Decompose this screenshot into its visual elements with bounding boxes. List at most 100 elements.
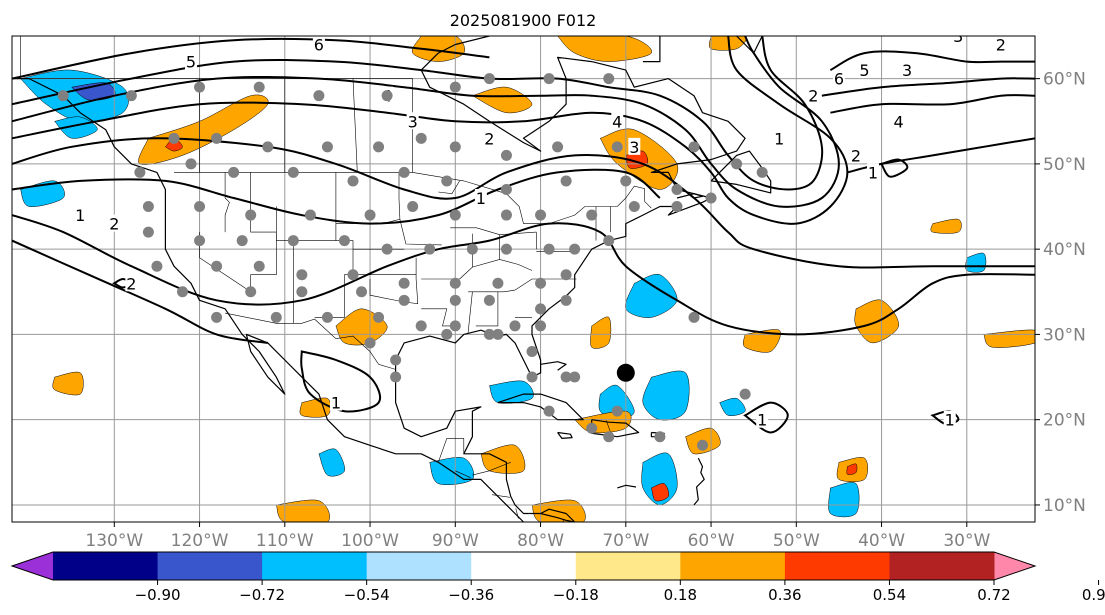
station-dot (543, 73, 555, 85)
colorbar-segment (889, 552, 995, 580)
station-dot (321, 141, 333, 153)
station-dot (483, 73, 495, 85)
station-dot (543, 405, 555, 417)
border-line (468, 278, 577, 293)
border-line (455, 470, 471, 478)
contour-label-background (756, 410, 769, 428)
station-dot (500, 209, 512, 221)
border-line (450, 227, 537, 236)
station-dot (194, 81, 206, 93)
shaded-region (480, 444, 526, 474)
station-dot (211, 260, 223, 272)
station-dot (688, 141, 700, 153)
station-dot (449, 81, 461, 93)
contour-lines (12, 36, 1035, 434)
station-dot (287, 235, 299, 247)
colorbar-segment (366, 552, 472, 580)
colorbar-segment (784, 552, 890, 580)
shaded-region (557, 36, 652, 62)
station-dot (57, 90, 69, 102)
station-dot (142, 201, 154, 213)
station-dot (398, 166, 410, 178)
contour-label: 3 (953, 27, 963, 46)
station-dot (142, 226, 154, 238)
contour-label: 1 (476, 189, 486, 208)
shaded-region (930, 218, 962, 234)
station-dot (373, 311, 385, 323)
colorbar-segment (157, 552, 263, 580)
contour-label: 3 (902, 61, 912, 80)
contour-label-background (406, 112, 419, 130)
border-line (467, 291, 473, 333)
contour-label: 2 (808, 87, 818, 106)
colorbar-tick-label: 0.18 (664, 586, 697, 604)
station-dot (381, 90, 393, 102)
lon-tick-label: 130°W (85, 531, 143, 551)
lon-tick-label: 70°W (602, 531, 649, 551)
station-dot (500, 183, 512, 195)
coastline (642, 36, 661, 63)
contour-label: 2 (126, 274, 136, 293)
station-dot (296, 286, 308, 298)
station-dot (731, 158, 743, 170)
station-dot (603, 431, 615, 443)
contour-label: 3 (629, 138, 639, 157)
colorbar-extend-high (994, 552, 1035, 580)
contour-label: 1 (75, 206, 85, 225)
shaded-region (54, 116, 98, 139)
contour-label-background (185, 52, 198, 70)
station-dot (168, 132, 180, 144)
shaded-region (411, 36, 465, 62)
contour-label-background (892, 112, 905, 130)
station-dot (483, 328, 495, 340)
station-dot (424, 243, 436, 255)
contour-label-background (108, 214, 121, 232)
border-line (276, 206, 336, 241)
station-dot (338, 235, 350, 247)
station-dot (253, 260, 265, 272)
station-dot (535, 209, 547, 221)
shaded-region (52, 371, 84, 396)
shaded-region (846, 463, 858, 475)
station-dot (671, 201, 683, 213)
contour-line (300, 350, 382, 413)
contour-label: 1 (945, 411, 955, 430)
contour-label: 1 (774, 129, 784, 148)
station-dot (211, 132, 223, 144)
coastline (540, 512, 575, 522)
contour-line (879, 158, 909, 178)
shaded-region (489, 380, 534, 404)
lon-tick-label: 80°W (517, 531, 564, 551)
station-dot (296, 269, 308, 281)
contour-label-background (773, 129, 786, 147)
station-dot (245, 286, 257, 298)
station-markers (57, 73, 768, 451)
coastline (693, 457, 705, 506)
station-dot (586, 209, 598, 221)
contour-label-background (849, 146, 862, 164)
station-dot (134, 166, 146, 178)
contour-line (12, 137, 1035, 269)
lon-tick-label: 100°W (341, 531, 399, 551)
station-dot (441, 328, 453, 340)
contour-line (12, 214, 1035, 336)
lat-tick-label: 60°N (1043, 70, 1086, 90)
contour-line (12, 36, 849, 225)
colorbar-extend-low (12, 552, 53, 580)
coastline (12, 78, 524, 522)
colorbar-tick-label: −0.36 (448, 586, 494, 604)
shaded-region (708, 36, 747, 51)
contour-label: 2 (109, 215, 119, 234)
station-dot (560, 371, 572, 383)
border-line (438, 438, 465, 463)
contour-label-background (329, 393, 342, 411)
colorbar-segment (680, 552, 786, 580)
lon-tick-label: 50°W (773, 531, 820, 551)
shaded-region (642, 370, 690, 421)
station-dot (304, 209, 316, 221)
border-line (250, 172, 277, 292)
coastline (497, 393, 584, 421)
coastline (395, 36, 746, 522)
station-dot (500, 243, 512, 255)
